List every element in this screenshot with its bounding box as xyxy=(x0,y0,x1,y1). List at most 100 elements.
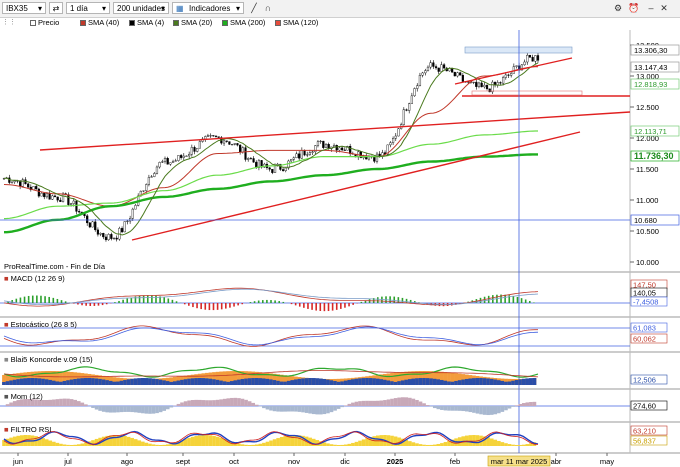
magnet-icon[interactable]: ∩ xyxy=(264,3,272,13)
indicator-value-box xyxy=(630,374,668,385)
price-candle-body xyxy=(279,163,282,170)
period-select[interactable]: 1 día ▾ xyxy=(66,2,110,14)
price-candle-body xyxy=(367,155,371,160)
price-label-box xyxy=(630,150,680,162)
units-select[interactable]: 200 unidades ▾ xyxy=(113,2,169,14)
price-candle-body xyxy=(421,72,424,76)
settings-icon[interactable]: ⚙ xyxy=(613,3,623,13)
price-candle-body xyxy=(35,186,38,190)
price-label: 13.306,30 xyxy=(634,46,667,55)
price-candle-body xyxy=(510,73,513,76)
koncorde-title[interactable]: ■ Blai5 Koncorde v.09 (15) xyxy=(4,355,93,364)
price-candle-body xyxy=(230,144,234,146)
indicator-icon: ■ xyxy=(4,392,11,401)
price-candle-body xyxy=(332,145,336,148)
price-candle-body xyxy=(21,179,24,187)
price-candle-body xyxy=(341,147,344,151)
price-candle-body xyxy=(298,153,301,159)
indicator-value-box xyxy=(630,435,668,446)
mom-title[interactable]: ■ Mom (12) xyxy=(4,392,43,401)
price-candle-body xyxy=(408,103,411,111)
series-line-sma-120- xyxy=(3,130,538,220)
draw-line-icon[interactable]: ╱ xyxy=(251,3,257,13)
price-candle-body xyxy=(241,147,244,153)
indicator-value-box xyxy=(630,296,668,307)
x-tick-label: jul xyxy=(63,457,72,466)
indicator-value-label: 61,083 xyxy=(633,324,656,333)
price-candle-body xyxy=(413,88,416,97)
close-icon[interactable]: ✕ xyxy=(660,3,668,13)
price-candle-body xyxy=(496,82,499,86)
indicator-value-label: 140,05 xyxy=(633,289,656,298)
indicators-button[interactable]: ▦ Indicadores ▾ xyxy=(172,2,244,14)
legend-sma200[interactable]: SMA (200) xyxy=(222,18,265,28)
price-candle-body xyxy=(314,145,317,153)
stoch-title[interactable]: ■ Estocástico (26 8 5) xyxy=(4,320,77,329)
price-candle-body xyxy=(45,193,49,198)
price-candle-body xyxy=(467,81,470,83)
price-candle-body xyxy=(324,144,328,148)
price-candle-body xyxy=(469,81,473,83)
trendline-short xyxy=(454,57,573,85)
price-candle-body xyxy=(381,152,384,158)
legend-sma20[interactable]: SMA (20) xyxy=(173,18,212,28)
legend-sma120[interactable]: SMA (120) xyxy=(275,18,318,28)
indicator-value-box xyxy=(630,279,668,290)
y-tick-label: 11.500 xyxy=(636,165,658,174)
x-tick-label: abr xyxy=(551,457,562,466)
symbol-select[interactable]: IBX35 ▾ xyxy=(2,2,46,14)
legend-sma40[interactable]: SMA (40) xyxy=(80,18,119,28)
legend-price[interactable]: Precio xyxy=(30,18,59,28)
price-candle-body xyxy=(29,186,32,191)
price-candle-body xyxy=(426,66,430,71)
price-candle-body xyxy=(346,146,349,151)
price-candle-body xyxy=(129,218,132,222)
price-candle-body xyxy=(515,65,518,67)
y-tick-label: 10.500 xyxy=(636,227,659,236)
price-candle-body xyxy=(284,167,287,171)
price-candle-body xyxy=(308,152,312,155)
price-candle-body xyxy=(78,211,81,213)
zone-rectangle xyxy=(464,46,573,54)
price-candle-body xyxy=(290,159,293,162)
price-candle-body xyxy=(418,75,422,86)
x-tick-label: feb xyxy=(450,457,460,466)
indicator-value-box xyxy=(630,333,668,344)
price-candle-body xyxy=(137,195,140,206)
price-label: 12.818,93 xyxy=(634,80,667,89)
compare-button[interactable]: ⇄ xyxy=(49,2,63,14)
price-candle-body xyxy=(483,84,486,88)
indicator-value-box xyxy=(630,425,668,436)
price-candle-body xyxy=(370,155,373,158)
price-candle-body xyxy=(464,81,467,83)
indicator-value-label: -7,4508 xyxy=(633,298,658,307)
price-candle-body xyxy=(153,173,156,177)
price-candle-body xyxy=(330,146,333,150)
price-candle-body xyxy=(174,160,177,162)
price-candle-body xyxy=(477,82,481,87)
price-candle-body xyxy=(80,211,83,215)
indicators-icon: ▦ xyxy=(176,4,184,13)
price-candle-body xyxy=(139,190,142,197)
koncorde-green-line xyxy=(3,366,539,378)
price-label: 10.680 xyxy=(634,216,657,225)
price-candle-body xyxy=(437,67,440,72)
price-candle-body xyxy=(327,144,330,150)
price-candle-body xyxy=(512,66,515,74)
alert-icon[interactable]: ⏰ xyxy=(628,3,640,13)
price-candle-body xyxy=(362,155,365,159)
price-candle-body xyxy=(145,184,148,191)
cursor-date-box xyxy=(487,455,551,467)
price-candle-body xyxy=(43,192,46,198)
toolbar: IBX35 ▾ ⇄ 1 día ▾ 200 unidades ▾ ▦ Indic… xyxy=(0,0,680,18)
rsi-title[interactable]: ■ FILTRO RSI xyxy=(4,425,51,434)
legend-sma120-label: SMA (120) xyxy=(283,18,319,27)
macd-title[interactable]: ■ MACD (12 26 9) xyxy=(4,274,65,283)
stoch-k-line xyxy=(3,325,538,347)
price-candle-body xyxy=(40,192,43,197)
price-candle-body xyxy=(190,147,193,155)
minimize-icon[interactable]: – xyxy=(648,3,654,13)
price-label: 13.147,43 xyxy=(634,63,667,72)
legend-sma4[interactable]: SMA (4) xyxy=(129,18,164,28)
